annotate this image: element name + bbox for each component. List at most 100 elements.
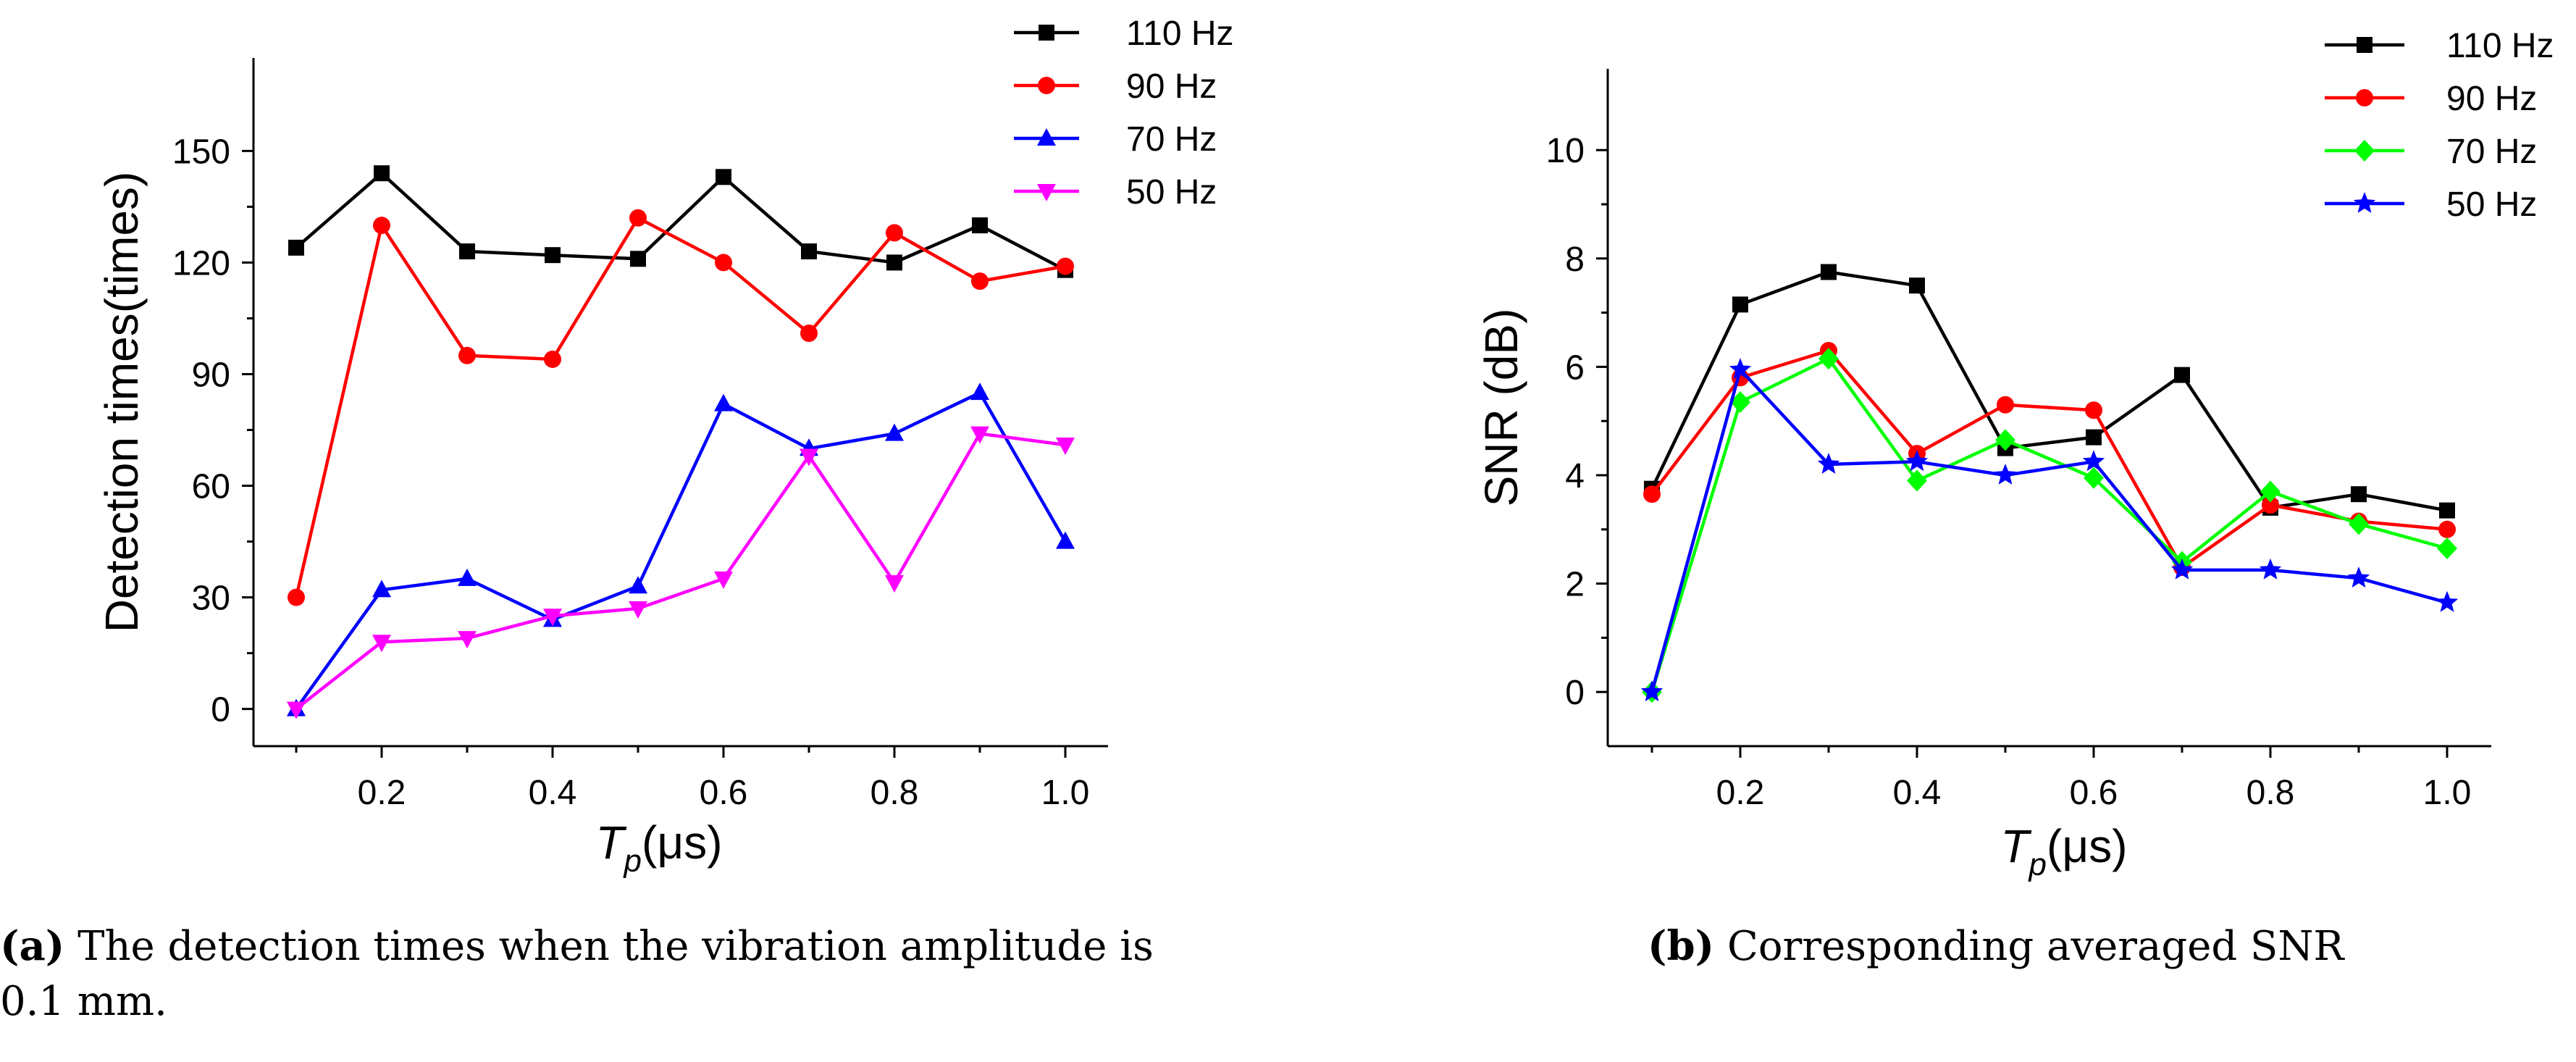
series-line [1650, 348, 2448, 569]
data-point [458, 631, 477, 649]
y-tick-label: 120 [172, 244, 230, 283]
data-point [715, 254, 732, 272]
data-point [288, 239, 304, 256]
data-point [886, 224, 903, 242]
x-axis-title-main: T [2000, 820, 2031, 872]
x-tick-label: 0.8 [2246, 774, 2295, 812]
data-point [373, 217, 390, 235]
legend-item: 110 Hz [2325, 27, 2554, 65]
data-point [2351, 486, 2367, 503]
y-axis-title: Detection times(times) [96, 172, 148, 633]
y-tick-label: 0 [211, 691, 230, 729]
legend-marker [2354, 140, 2375, 162]
x-axis-title-unit: (μs) [642, 816, 723, 869]
series-70-hz [287, 382, 1075, 716]
data-point [629, 209, 647, 227]
chart-a: 0.2 0.4 0.6 0.8 1.0 0 30 60 90 120 150 Detection ti… [96, 14, 1234, 879]
caption-b: (b) Corresponding averaged SNR [1648, 919, 2517, 974]
legend-label: 70 Hz [2446, 133, 2537, 171]
data-point [2174, 367, 2190, 383]
data-point [801, 243, 817, 260]
y-tick-label: 8 [1565, 241, 1585, 279]
x-tick-label: 0.8 [870, 774, 919, 812]
y-tick-label: 4 [1565, 457, 1585, 496]
data-point [1907, 469, 1927, 492]
series-50-hz [1640, 358, 2459, 702]
data-point [2262, 496, 2279, 514]
data-point [2437, 537, 2457, 559]
legend-marker [2357, 37, 2372, 53]
data-point [2170, 558, 2194, 580]
data-point [885, 423, 904, 441]
data-point [1056, 531, 1075, 549]
x-tick-label: 0.2 [1716, 774, 1765, 812]
data-point [629, 576, 647, 594]
x-tick-label: 1.0 [2423, 774, 2472, 812]
y-tick-label: 60 [192, 468, 230, 506]
series-90-hz [288, 209, 1074, 606]
caption-b-label: (b) [1648, 922, 1715, 970]
legend-item: 70 Hz [2325, 133, 2537, 171]
data-point [458, 568, 477, 586]
x-axis-title-sub: p [623, 843, 642, 879]
data-point [971, 272, 989, 290]
y-tick-label: 6 [1565, 348, 1585, 387]
data-point [714, 393, 733, 411]
series-line [1650, 270, 2448, 512]
y-tick-label: 90 [192, 356, 230, 394]
data-point [544, 350, 561, 368]
series-line [295, 390, 1067, 710]
data-point [1730, 391, 1750, 414]
data-point [459, 243, 475, 260]
data-point [287, 701, 306, 719]
data-point [458, 346, 476, 364]
x-axis-title-main: T [595, 816, 626, 869]
data-point [800, 325, 818, 342]
y-axis-title: SNR (dB) [1475, 309, 1527, 507]
legend-label: 110 Hz [1126, 14, 1234, 53]
data-point [885, 575, 904, 593]
data-point [886, 254, 902, 271]
data-point [1818, 348, 1839, 370]
x-axis-title: Tp(μs) [595, 816, 722, 879]
legend-label: 90 Hz [1126, 67, 1217, 106]
data-point [2349, 513, 2369, 535]
data-point [1909, 277, 1925, 294]
legend-marker [1037, 184, 1056, 201]
legend-item: 70 Hz [1014, 120, 1217, 159]
caption-a-text: The detection times when the vibration a… [77, 923, 1154, 970]
caption-a-text-line2: 0.1 mm. [0, 978, 167, 1025]
data-point [1640, 680, 1664, 702]
data-point [970, 426, 989, 444]
data-point [2438, 520, 2456, 538]
data-point [1643, 485, 1661, 503]
x-axis-title-sub: p [2028, 847, 2047, 882]
series-50-hz [287, 426, 1075, 719]
y-tick-label: 2 [1565, 566, 1585, 604]
x-tick-label: 0.4 [1893, 774, 1942, 812]
y-tick-label: 150 [172, 133, 230, 171]
data-point [372, 635, 391, 653]
data-point [1729, 358, 1752, 380]
data-point [374, 165, 390, 182]
caption-a: (a) The detection times when the vibrati… [0, 919, 1304, 1029]
data-point [1056, 438, 1075, 456]
data-point [629, 601, 647, 619]
x-tick-label: 0.2 [358, 774, 406, 812]
data-point [2086, 429, 2102, 446]
series-110-hz [288, 165, 1073, 278]
legend-item: 90 Hz [1014, 67, 1217, 106]
data-point [2082, 450, 2105, 472]
legend-marker [2353, 192, 2376, 213]
data-point [1995, 429, 2015, 451]
legend-marker [1038, 77, 1055, 94]
chart-b: 0.2 0.4 0.6 0.8 1.0 0 2 4 6 8 10 SNR (dB) Tp(μs) 110 … [1475, 27, 2554, 882]
y-tick-label: 30 [192, 580, 230, 618]
legend-label: 110 Hz [2446, 27, 2554, 65]
legend-label: 50 Hz [1126, 173, 1217, 212]
data-point [1905, 450, 1929, 472]
series-70-hz [1642, 348, 2457, 703]
legend-label: 90 Hz [2446, 80, 2537, 118]
data-point [1732, 296, 1748, 313]
legend-marker [1039, 25, 1054, 41]
